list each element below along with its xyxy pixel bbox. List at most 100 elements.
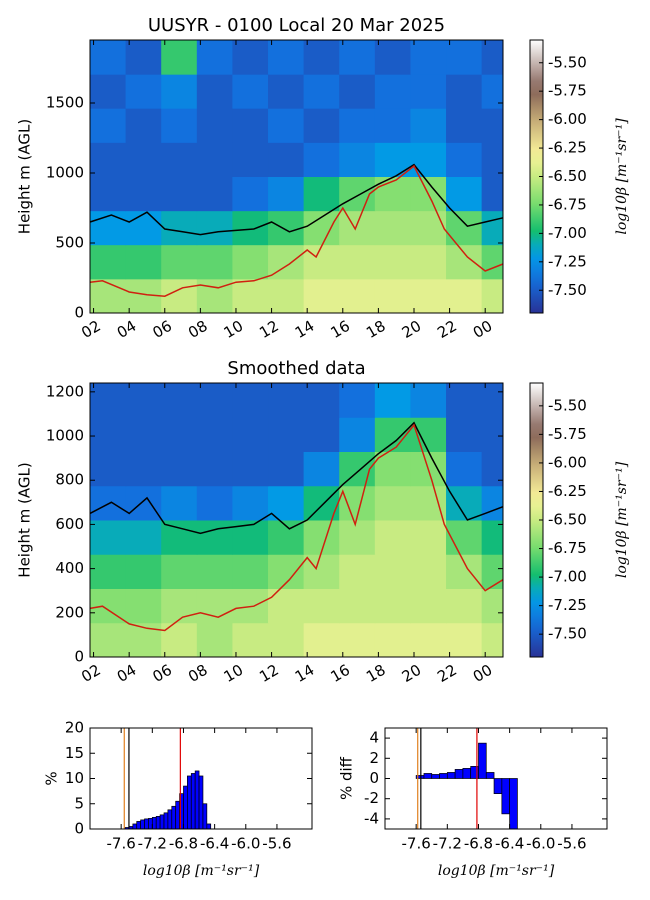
heatmap-cell bbox=[125, 622, 162, 658]
heatmap-cell bbox=[161, 554, 198, 589]
heatmap-cell bbox=[410, 417, 447, 452]
heatmap-cell bbox=[374, 108, 411, 143]
heatmap-cell bbox=[374, 278, 411, 314]
heatmap-cell bbox=[303, 383, 340, 418]
heatmap-cell bbox=[90, 142, 127, 177]
colorbar-tick-label: -6.75 bbox=[548, 539, 587, 557]
heatmap-cell bbox=[125, 520, 162, 555]
heatmap-cell bbox=[196, 520, 233, 555]
y-axis-label: % bbox=[43, 771, 61, 785]
histogram-bar bbox=[206, 823, 212, 830]
heatmap-cell bbox=[90, 278, 127, 314]
colorbar-tick-label: -7.25 bbox=[548, 252, 587, 270]
heatmap-cell bbox=[196, 278, 233, 314]
y-tick-label: 0 bbox=[74, 820, 84, 838]
heatmap-cell bbox=[446, 74, 483, 109]
heatmap-cell bbox=[196, 142, 233, 177]
histogram-bar bbox=[171, 805, 177, 830]
histogram-bar bbox=[175, 800, 180, 830]
heatmap-cell bbox=[268, 383, 305, 418]
heatmap-cell bbox=[90, 485, 127, 521]
heatmap-cell bbox=[161, 40, 198, 75]
colorbar-tick-label: -7.00 bbox=[548, 224, 587, 242]
x-tick-label: -7.6 bbox=[107, 835, 136, 853]
x-tick-label: -7.2 bbox=[433, 835, 462, 853]
heatmap-cell bbox=[374, 622, 411, 658]
heatmap-cell bbox=[446, 554, 483, 589]
heatmap-cell bbox=[481, 244, 504, 280]
heatmap-cell bbox=[339, 520, 376, 555]
heatmap-cell bbox=[232, 176, 269, 212]
x-tick-label: -7.2 bbox=[138, 835, 167, 853]
profile-line bbox=[89, 421, 504, 535]
heatmap-cell bbox=[481, 554, 504, 589]
heatmap-cell bbox=[232, 278, 269, 314]
heatmap-cell bbox=[446, 40, 483, 75]
heatmap-cell bbox=[410, 383, 447, 418]
heatmap-cell bbox=[268, 176, 305, 212]
heatmap-cell bbox=[374, 485, 411, 521]
heatmap-cell bbox=[196, 244, 233, 280]
heatmap-cell bbox=[196, 451, 233, 487]
heatmap-cell bbox=[268, 588, 305, 624]
heatmap-cell bbox=[161, 108, 198, 143]
heatmap-cell bbox=[303, 40, 340, 75]
heatmap-cell bbox=[481, 622, 504, 658]
histogram-bar bbox=[478, 742, 487, 779]
heatmap-cell bbox=[196, 210, 233, 246]
heatmap-cell bbox=[446, 383, 483, 418]
histogram-bar bbox=[431, 774, 440, 779]
heatmap-cell bbox=[374, 74, 411, 109]
heatmap-cell bbox=[481, 176, 504, 212]
heatmap-cell bbox=[303, 142, 340, 177]
heatmap-cell bbox=[232, 244, 269, 280]
heatmap-cell bbox=[196, 383, 233, 418]
colorbar-tick-label: -5.75 bbox=[548, 82, 587, 100]
heatmap-cell bbox=[410, 74, 447, 109]
y-tick-label: 1000 bbox=[46, 164, 84, 182]
heatmap-cell bbox=[339, 622, 376, 658]
chart-title: UUSYR - 0100 Local 20 Mar 2025 bbox=[148, 15, 445, 36]
histogram-bar bbox=[423, 773, 433, 779]
heatmap-cell bbox=[232, 74, 269, 109]
histogram-bar bbox=[187, 775, 192, 830]
heatmap-cell bbox=[446, 520, 483, 555]
heatmap-cell bbox=[161, 74, 198, 109]
heatmap-cell bbox=[268, 278, 305, 314]
heatmap-cell bbox=[481, 108, 504, 143]
heatmap-cell bbox=[446, 142, 483, 177]
x-tick-label: -6.8 bbox=[464, 835, 493, 853]
heatmap-cell bbox=[481, 417, 504, 452]
heatmap-cell bbox=[374, 210, 411, 246]
colorbar-label: log10β [m⁻¹sr⁻¹] bbox=[614, 461, 630, 578]
heatmap-cell bbox=[268, 142, 305, 177]
colorbar-tick-label: -6.50 bbox=[548, 511, 587, 529]
heatmap-cell bbox=[374, 554, 411, 589]
heatmap-cell bbox=[303, 278, 340, 314]
heatmap-cell bbox=[481, 278, 504, 314]
heatmap-cell bbox=[374, 417, 411, 452]
heatmap-cell bbox=[410, 588, 447, 624]
heatmap-cell bbox=[196, 485, 233, 521]
chart-title: Smoothed data bbox=[227, 358, 365, 379]
heatmap-cell bbox=[410, 278, 447, 314]
y-tick-label: -4 bbox=[364, 809, 379, 827]
heatmap-cell bbox=[303, 485, 340, 521]
histogram-bar bbox=[132, 823, 138, 830]
heatmap-cell bbox=[90, 244, 127, 280]
y-tick-label: 200 bbox=[55, 603, 84, 621]
heatmap-cell bbox=[410, 554, 447, 589]
histogram-bar bbox=[509, 778, 518, 830]
heatmap-cell bbox=[481, 74, 504, 109]
x-tick-label: -6.0 bbox=[526, 835, 555, 853]
y-tick-label: 1000 bbox=[46, 427, 84, 445]
y-tick-label: 1200 bbox=[46, 382, 84, 400]
heatmap-cell bbox=[90, 417, 127, 452]
heatmap-cell bbox=[303, 108, 340, 143]
heatmap-cell bbox=[410, 485, 447, 521]
y-tick-label: 800 bbox=[55, 471, 84, 489]
heatmap-cell bbox=[303, 74, 340, 109]
heatmap-cell bbox=[268, 108, 305, 143]
colorbar-tick-label: -6.00 bbox=[548, 110, 587, 128]
